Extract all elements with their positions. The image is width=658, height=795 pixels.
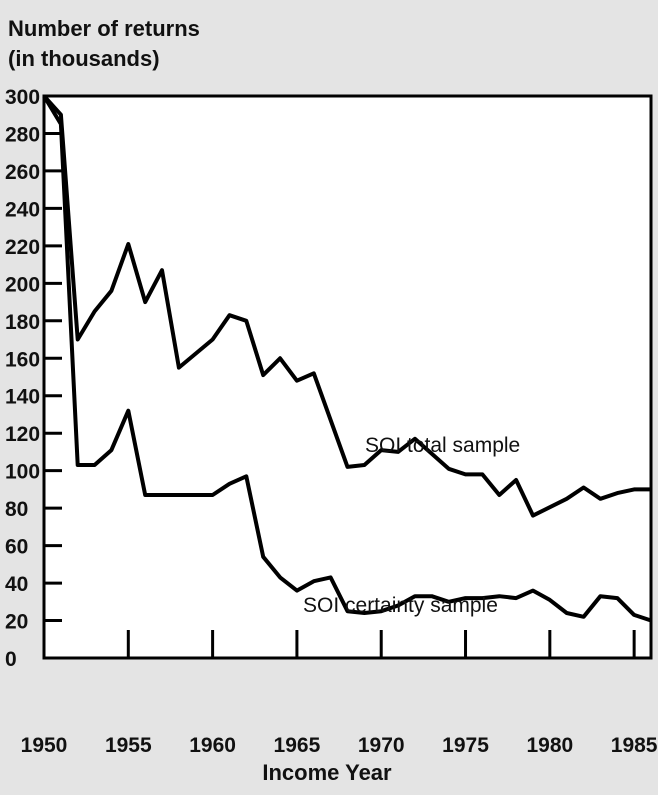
y-tick-label: 300	[5, 86, 40, 109]
y-tick-label: 60	[5, 536, 28, 559]
y-tick-label: 20	[5, 611, 28, 634]
series-line-total	[42, 94, 651, 518]
y-axis-title-line-2: (in thousands)	[8, 46, 160, 71]
y-tick-label: 100	[5, 461, 40, 484]
x-tick-label: 1975	[442, 734, 489, 757]
y-tick-label: 260	[5, 161, 40, 184]
series-line-certainty	[42, 94, 652, 623]
x-tick-label: 1960	[189, 734, 236, 757]
plot-frame	[42, 94, 653, 660]
series-label-certainty: SOI certainty sample	[303, 594, 498, 617]
y-tick-label: 280	[5, 123, 40, 146]
x-tick-label: 1970	[358, 734, 405, 757]
y-axis: 0 20 40 60 80 100 120 140 160 180 200 220 240 260 280 3…	[5, 86, 62, 671]
series-layer	[42, 94, 652, 623]
x-tick-label: 1950	[21, 734, 68, 757]
x-tick-label: 1980	[526, 734, 573, 757]
x-axis-title: Income Year	[262, 760, 392, 785]
x-tick-label: 1965	[274, 734, 321, 757]
y-tick-label: 140	[5, 386, 40, 409]
y-tick-label: 160	[5, 348, 40, 371]
y-tick-label: 0	[5, 648, 17, 671]
series-label-total: SOI total sample	[365, 434, 520, 457]
y-tick-label: 200	[5, 273, 40, 296]
y-tick-label: 80	[5, 498, 28, 521]
y-tick-label: 240	[5, 198, 40, 221]
x-axis: 1950 1955 1960 1965 1970 1975 1980 1985	[21, 630, 658, 757]
x-tick-label: 1985	[611, 734, 658, 757]
y-tick-label: 220	[5, 236, 40, 259]
series-labels: SOI total sample SOI certainty sample	[303, 434, 520, 617]
y-tick-label: 40	[5, 573, 28, 596]
y-tick-label: 120	[5, 423, 40, 446]
y-tick-label: 180	[5, 311, 40, 334]
y-axis-title-line-1: Number of returns	[8, 16, 200, 41]
x-tick-label: 1955	[105, 734, 152, 757]
